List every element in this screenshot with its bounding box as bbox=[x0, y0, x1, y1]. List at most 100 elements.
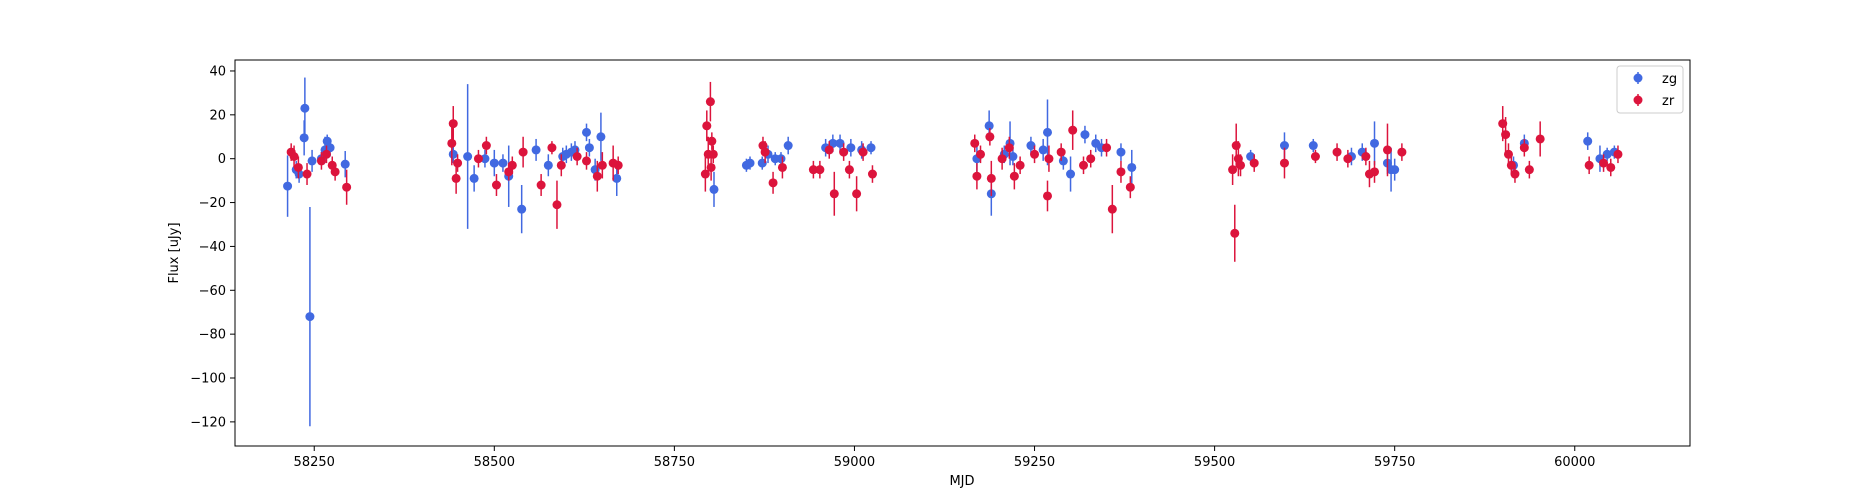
data-point bbox=[986, 173, 996, 183]
data-point bbox=[613, 160, 623, 170]
data-point bbox=[985, 132, 995, 142]
data-point bbox=[707, 136, 717, 146]
data-point bbox=[1058, 156, 1068, 166]
data-point bbox=[489, 158, 499, 168]
data-point bbox=[307, 156, 317, 166]
data-point bbox=[1231, 141, 1241, 151]
data-marks bbox=[283, 77, 1623, 427]
data-point bbox=[1230, 228, 1240, 238]
y-tick-label: −20 bbox=[199, 196, 226, 211]
data-point bbox=[289, 152, 299, 161]
data-point bbox=[1127, 162, 1137, 172]
series-zr bbox=[286, 81, 1623, 262]
data-point bbox=[1042, 127, 1052, 137]
data-point bbox=[1519, 143, 1529, 153]
data-point bbox=[463, 152, 473, 161]
data-point bbox=[1361, 152, 1371, 161]
legend-zg-marker bbox=[1633, 73, 1643, 83]
x-axis-ticks: 58250 58500 58750 59000 59250 59500 59750 60000 bbox=[294, 446, 1595, 470]
data-point bbox=[745, 158, 755, 168]
data-point bbox=[507, 160, 517, 170]
data-point bbox=[777, 162, 787, 172]
data-point bbox=[1332, 147, 1342, 157]
data-point bbox=[543, 160, 553, 170]
data-point bbox=[325, 143, 335, 153]
x-tick-label: 58500 bbox=[474, 455, 515, 470]
y-axis-label: Flux [uJy] bbox=[167, 222, 182, 283]
data-point bbox=[1116, 147, 1126, 157]
data-point bbox=[283, 181, 293, 191]
data-point bbox=[1584, 160, 1594, 170]
data-point bbox=[1080, 130, 1090, 140]
data-point bbox=[828, 138, 838, 148]
data-point bbox=[708, 149, 718, 159]
data-point bbox=[1038, 145, 1048, 155]
data-point bbox=[1102, 143, 1112, 153]
legend-zr-label: zr bbox=[1662, 94, 1675, 109]
data-point bbox=[1056, 147, 1066, 157]
data-point bbox=[866, 143, 876, 153]
y-tick-label: −100 bbox=[190, 372, 226, 387]
data-point bbox=[1279, 141, 1289, 151]
data-point bbox=[1613, 149, 1623, 159]
data-point bbox=[1042, 191, 1052, 201]
data-point bbox=[498, 158, 508, 168]
data-point bbox=[1079, 160, 1089, 170]
data-point bbox=[858, 147, 868, 157]
data-point bbox=[302, 169, 312, 179]
data-point bbox=[976, 149, 986, 159]
data-point bbox=[1008, 152, 1018, 161]
data-point bbox=[829, 189, 839, 199]
data-point bbox=[547, 143, 557, 153]
data-point bbox=[1310, 152, 1320, 161]
data-point bbox=[1524, 165, 1534, 175]
data-point bbox=[776, 154, 786, 164]
data-point bbox=[808, 165, 818, 175]
data-point bbox=[1246, 152, 1256, 161]
data-point bbox=[1397, 147, 1407, 157]
data-point bbox=[453, 158, 463, 168]
data-point bbox=[1382, 145, 1392, 155]
legend: zg zr bbox=[1616, 65, 1684, 114]
data-point bbox=[1606, 162, 1616, 172]
data-point bbox=[480, 154, 490, 164]
data-point bbox=[852, 189, 862, 199]
data-point bbox=[846, 143, 856, 153]
y-tick-label: −120 bbox=[190, 415, 226, 430]
legend-frame bbox=[1616, 65, 1684, 114]
data-point bbox=[321, 149, 331, 159]
y-tick-label: −40 bbox=[199, 240, 226, 255]
x-tick-label: 59250 bbox=[1014, 455, 1055, 470]
data-point bbox=[705, 97, 715, 107]
data-point bbox=[316, 156, 326, 166]
data-point bbox=[1602, 149, 1612, 159]
data-point bbox=[1599, 158, 1609, 168]
data-point bbox=[1249, 158, 1259, 168]
data-point bbox=[1583, 136, 1593, 146]
legend-zg-label: zg bbox=[1662, 72, 1677, 87]
y-axis-ticks: 40 20 0 −20 −40 −60 −80 −100 −120 bbox=[190, 64, 235, 430]
data-point bbox=[1066, 169, 1076, 179]
data-point bbox=[1026, 141, 1036, 151]
data-point bbox=[815, 165, 825, 175]
data-point bbox=[1068, 125, 1078, 135]
data-point bbox=[597, 160, 607, 170]
legend-zr-marker bbox=[1633, 95, 1643, 105]
data-point bbox=[1343, 154, 1353, 164]
data-point bbox=[1370, 167, 1380, 177]
data-point bbox=[1510, 169, 1520, 179]
data-point bbox=[518, 147, 528, 157]
data-point bbox=[709, 184, 719, 194]
data-point bbox=[504, 167, 514, 177]
x-tick-label: 59000 bbox=[834, 455, 875, 470]
data-point bbox=[1501, 130, 1511, 140]
data-point bbox=[1535, 134, 1545, 144]
data-point bbox=[1004, 143, 1014, 153]
data-point bbox=[517, 204, 527, 214]
data-point bbox=[481, 141, 491, 151]
data-point bbox=[447, 138, 457, 148]
data-point bbox=[582, 156, 592, 166]
x-tick-label: 60000 bbox=[1554, 455, 1595, 470]
data-point bbox=[592, 171, 602, 181]
